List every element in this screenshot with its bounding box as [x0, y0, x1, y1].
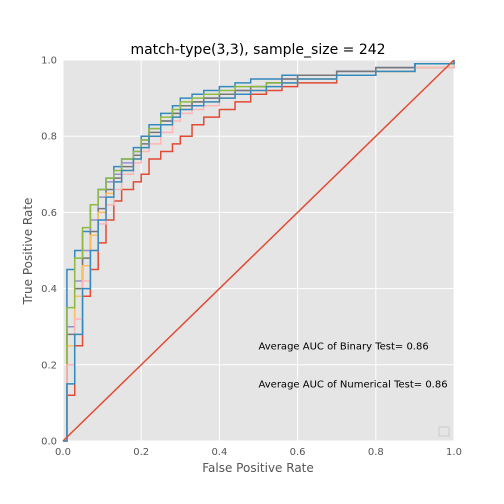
annotation-binary-auc: Average AUC of Binary Test= 0.86	[259, 341, 429, 352]
x-tick-label: 0.8	[368, 447, 384, 458]
x-axis-label: False Positive Rate	[202, 461, 314, 475]
x-axis-ticks: 0.0 0.2 0.4 0.6 0.8 1.0	[55, 447, 462, 458]
chart-title: match-type(3,3), sample_size = 242	[130, 42, 385, 58]
grid	[62, 59, 455, 442]
x-tick-label: 0.4	[211, 447, 227, 458]
annotation-numerical-auc: Average AUC of Numerical Test= 0.86	[259, 379, 448, 390]
legend-box	[438, 426, 450, 437]
y-tick-label: 0.8	[41, 132, 57, 143]
y-axis-ticks: 0.0 0.2 0.4 0.6 0.8 1.0	[41, 56, 57, 448]
y-tick-label: 0.6	[41, 208, 57, 219]
y-axis-label: True Positive Rate	[21, 198, 35, 306]
roc-series-line	[63, 60, 455, 442]
x-tick-label: 0.2	[133, 447, 149, 458]
x-tick-label: 0.6	[290, 447, 306, 458]
roc-curves	[63, 60, 455, 442]
roc-series-line	[63, 60, 455, 442]
y-tick-label: 0.0	[41, 437, 57, 448]
y-tick-label: 0.2	[41, 360, 57, 371]
x-tick-label: 1.0	[446, 447, 462, 458]
y-tick-label: 1.0	[41, 56, 57, 67]
chance-diagonal	[62, 59, 455, 442]
x-tick-label: 0.0	[55, 447, 71, 458]
y-tick-label: 0.4	[41, 284, 57, 295]
